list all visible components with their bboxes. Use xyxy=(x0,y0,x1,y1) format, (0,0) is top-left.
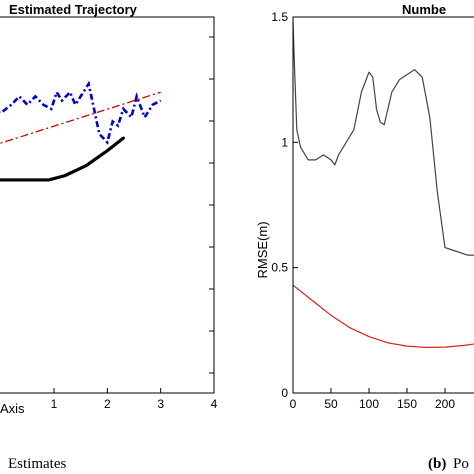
right-chart: Numbe 0 50 100 150 200 0 0.5 1 1.5 RMSE(m) (b) P… xyxy=(255,2,474,472)
left-series-line-1 xyxy=(0,80,162,145)
right-x-tick-label: 100 xyxy=(359,397,379,411)
left-chart-title: Estimated Trajectory xyxy=(9,2,138,17)
left-x-tick-label: 1 xyxy=(51,397,58,411)
right-plot-frame xyxy=(292,16,474,394)
right-x-tick-label: 200 xyxy=(435,397,455,411)
left-x-tick-label: 2 xyxy=(104,397,111,411)
left-series-line-3 xyxy=(0,136,125,182)
right-x-tick-label: 150 xyxy=(397,397,417,411)
left-x-tick-label: 3 xyxy=(157,397,164,411)
left-chart: Estimated Trajectory 1 2 3 4 Axis Estimates xyxy=(0,2,218,472)
left-caption: Estimates xyxy=(8,456,66,472)
right-caption-label: (b) xyxy=(428,456,446,472)
right-y-tick-label: 1 xyxy=(281,135,288,149)
right-series-line-1 xyxy=(292,21,474,256)
right-chart-title: Numbe xyxy=(402,2,446,17)
left-series-line-2 xyxy=(0,91,161,145)
right-y-tick-label: 0 xyxy=(281,386,288,400)
right-y-tick-label: 1.5 xyxy=(271,10,288,24)
right-x-tick-label: 50 xyxy=(324,397,338,411)
left-x-tick-label: 4 xyxy=(211,397,218,411)
right-series-line-2 xyxy=(292,284,474,348)
right-x-tick-label: 0 xyxy=(290,397,297,411)
left-x-axis-label: Axis xyxy=(0,401,25,416)
left-plot-frame xyxy=(0,16,215,394)
right-y-tick-label: 0.5 xyxy=(271,261,288,275)
right-caption: Po xyxy=(453,456,469,472)
right-y-axis-label: RMSE(m) xyxy=(255,221,270,278)
